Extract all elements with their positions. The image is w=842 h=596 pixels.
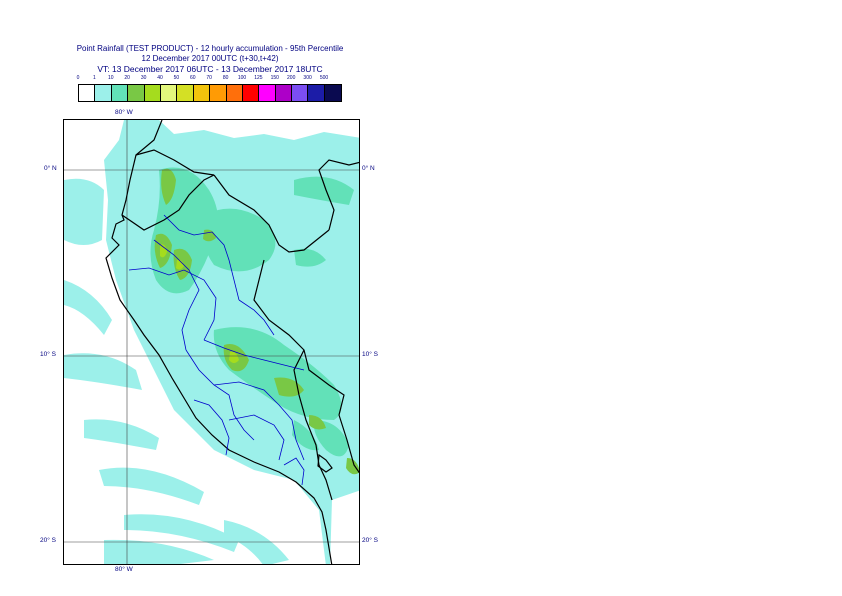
region-3 bbox=[163, 214, 240, 301]
dry-areas bbox=[64, 120, 359, 564]
legend-swatch-6 bbox=[177, 85, 194, 101]
legend-swatch-14 bbox=[308, 85, 325, 101]
dry-area-pacific bbox=[64, 120, 326, 564]
lat-label-10-right: 10° S bbox=[362, 351, 378, 358]
border-bolivia-brazil bbox=[338, 414, 359, 474]
regional-borders bbox=[128, 214, 305, 486]
chart-subtitle-validity: VT: 13 December 2017 06UTC - 13 December… bbox=[97, 64, 323, 74]
legend-tick-0: 0 bbox=[76, 75, 80, 81]
border-ecuador-peru bbox=[121, 174, 215, 231]
band-ocean-5 bbox=[124, 514, 239, 552]
border-colombia-ecuador bbox=[135, 149, 215, 176]
medium-rain-areas bbox=[150, 167, 354, 457]
legend-tick-14: 300 bbox=[303, 75, 312, 81]
lat-label-0-right: 0° N bbox=[362, 165, 375, 172]
lake-titicaca bbox=[317, 453, 333, 473]
coastline bbox=[105, 120, 333, 564]
light-rain-bands bbox=[64, 178, 289, 564]
legend-swatch-4 bbox=[144, 85, 161, 101]
legend-swatch-1 bbox=[95, 85, 112, 101]
green-core-6 bbox=[309, 415, 326, 430]
legend-color-bar bbox=[78, 84, 343, 102]
legend-swatch-13 bbox=[292, 85, 309, 101]
legend-tick-6: 50 bbox=[173, 75, 180, 81]
legend-swatch-11 bbox=[259, 85, 276, 101]
lon-label-bottom: 80° W bbox=[115, 566, 133, 573]
lon-label-top-outside: 80° W bbox=[115, 109, 133, 116]
border-colombia-brazil bbox=[318, 159, 359, 231]
region-2 bbox=[153, 239, 200, 351]
lat-label-0-left: 0° N bbox=[44, 165, 57, 172]
medium-area-6 bbox=[313, 420, 349, 457]
legend-tick-11: 125 bbox=[254, 75, 263, 81]
region-4 bbox=[203, 339, 305, 371]
legend-tick-3: 20 bbox=[124, 75, 130, 81]
legend-tick-12: 150 bbox=[270, 75, 279, 81]
band-ocean-2 bbox=[64, 353, 142, 390]
legend-tick-10: 100 bbox=[237, 75, 247, 81]
border-peru-bolivia bbox=[293, 349, 333, 501]
green-core-1 bbox=[161, 168, 176, 205]
region-6 bbox=[213, 381, 305, 461]
legend-tick-1: 1 bbox=[93, 75, 96, 81]
region-5 bbox=[185, 349, 255, 441]
band-ocean-1 bbox=[64, 178, 104, 245]
region-7 bbox=[228, 414, 285, 461]
legend-swatch-12 bbox=[275, 85, 293, 101]
medium-area-7 bbox=[292, 420, 319, 451]
yellowgreen-rain-peaks bbox=[160, 244, 239, 363]
legend-tick-9: 80 bbox=[222, 75, 229, 81]
medium-area-4 bbox=[294, 176, 354, 205]
chart-subtitle-run: 12 December 2017 00UTC (t+30,t+42) bbox=[141, 54, 279, 63]
dry-area-southeast bbox=[330, 490, 359, 564]
legend-swatch-15 bbox=[324, 85, 342, 101]
region-10 bbox=[283, 457, 305, 486]
band-ocean-4 bbox=[99, 467, 204, 505]
region-9 bbox=[193, 399, 230, 456]
map-canvas bbox=[64, 120, 359, 564]
legend-swatch-2 bbox=[111, 85, 129, 101]
band-ocean-3 bbox=[84, 419, 159, 450]
peak-1 bbox=[160, 244, 167, 258]
legend-tick-7: 60 bbox=[190, 75, 196, 81]
legend-tick-8: 70 bbox=[206, 75, 212, 81]
lat-label-20-left: 20° S bbox=[40, 537, 56, 544]
medium-area-3 bbox=[213, 327, 342, 420]
legend-tick-15: 500 bbox=[319, 75, 329, 81]
lat-label-10-left: 10° S bbox=[40, 351, 56, 358]
legend-swatch-5 bbox=[160, 85, 178, 101]
band-ocean-6 bbox=[104, 539, 214, 564]
legend-swatch-3 bbox=[128, 85, 145, 101]
legend-swatch-10 bbox=[242, 85, 260, 101]
legend-tick-2: 10 bbox=[108, 75, 114, 81]
legend-tick-5: 40 bbox=[157, 75, 163, 81]
country-borders bbox=[105, 120, 359, 564]
peak-3 bbox=[229, 351, 239, 363]
legend-swatch-0 bbox=[79, 85, 96, 101]
dry-area-north bbox=[159, 120, 359, 140]
region-1 bbox=[128, 267, 217, 341]
legend-swatch-9 bbox=[226, 85, 243, 101]
border-brazil-peru bbox=[253, 259, 345, 416]
border-colombia-peru bbox=[213, 174, 330, 253]
lat-label-20-right: 20° S bbox=[362, 537, 378, 544]
medium-area-5 bbox=[294, 248, 326, 267]
legend-tick-13: 200 bbox=[287, 75, 296, 81]
legend-tick-4: 30 bbox=[140, 75, 147, 81]
medium-area-2 bbox=[202, 208, 276, 272]
legend-swatch-8 bbox=[210, 85, 227, 101]
peak-2 bbox=[176, 259, 184, 270]
green-core-8 bbox=[346, 458, 359, 475]
legend-swatch-7 bbox=[193, 85, 211, 101]
rainfall-map: 80° W bbox=[63, 119, 360, 565]
chart-title: Point Rainfall (TEST PRODUCT) - 12 hourl… bbox=[76, 44, 344, 53]
region-8 bbox=[238, 299, 275, 336]
band-ocean-8 bbox=[64, 280, 112, 335]
